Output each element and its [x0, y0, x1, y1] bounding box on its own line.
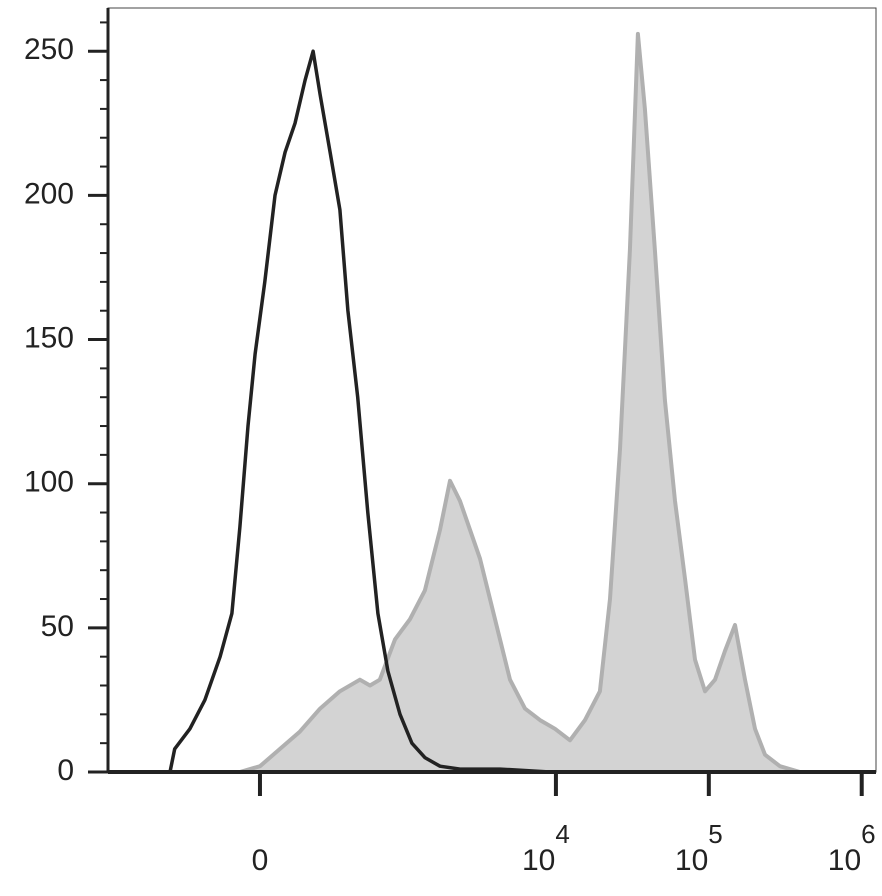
x-tick-label: 0: [252, 844, 269, 877]
x-tick-label: 104: [522, 819, 570, 877]
y-tick-label: 100: [24, 466, 74, 499]
x-tick-label: 106: [828, 819, 876, 877]
y-tick-label: 250: [24, 33, 74, 66]
histogram-area: [237, 31, 802, 774]
y-tick-label: 150: [24, 321, 74, 354]
x-tick-base: 10: [675, 844, 708, 877]
x-tick-exponent: 6: [861, 819, 875, 849]
y-tick-label: 0: [57, 754, 74, 787]
x-tick-base: 10: [522, 844, 555, 877]
histogram-line: [168, 49, 600, 774]
x-tick-exponent: 5: [708, 819, 722, 849]
y-tick-label: 50: [41, 610, 74, 643]
x-tick-label: 105: [675, 819, 723, 877]
x-tick-base: 10: [828, 844, 861, 877]
x-tick-exponent: 4: [555, 819, 569, 849]
y-tick-label: 200: [24, 177, 74, 210]
